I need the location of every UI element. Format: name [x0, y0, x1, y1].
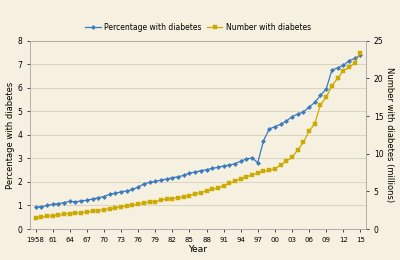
Number with diabetes	[307, 129, 312, 133]
Y-axis label: Number with diabetes (millions): Number with diabetes (millions)	[386, 67, 394, 203]
Line: Number with diabetes: Number with diabetes	[34, 51, 362, 219]
Percentage with diabetes	[307, 106, 312, 109]
Percentage with diabetes	[250, 157, 254, 160]
Legend: Percentage with diabetes, Number with diabetes: Percentage with diabetes, Number with di…	[82, 20, 314, 35]
Percentage with diabetes	[272, 125, 277, 128]
X-axis label: Year: Year	[188, 245, 208, 255]
Percentage with diabetes	[107, 193, 112, 196]
Number with diabetes	[272, 167, 277, 170]
Percentage with diabetes	[346, 59, 351, 62]
Percentage with diabetes	[33, 206, 38, 209]
Number with diabetes	[250, 174, 254, 177]
Number with diabetes	[346, 66, 351, 69]
Number with diabetes	[113, 206, 118, 210]
Number with diabetes	[358, 51, 363, 54]
Number with diabetes	[107, 207, 112, 210]
Percentage with diabetes	[113, 192, 118, 195]
Number with diabetes	[33, 216, 38, 219]
Line: Percentage with diabetes: Percentage with diabetes	[34, 54, 362, 209]
Percentage with diabetes	[358, 54, 363, 57]
Y-axis label: Percentage with diabetes: Percentage with diabetes	[6, 81, 14, 188]
